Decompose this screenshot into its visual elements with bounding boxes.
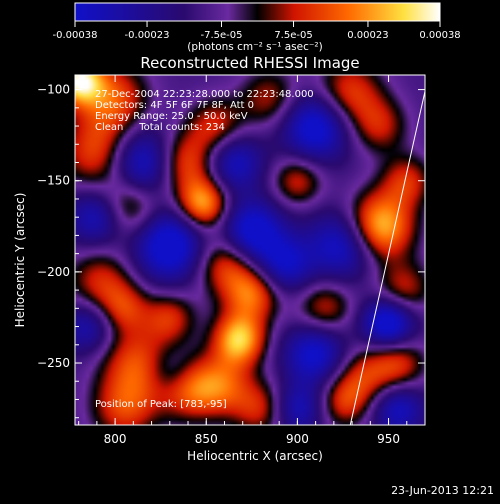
annotation-detectors: Detectors: 4F 5F 6F 7F 8F, Att 0: [95, 100, 254, 111]
annotation-energy-range: Energy Range: 25.0 - 50.0 keV: [95, 111, 248, 122]
y-tick-label: −200: [37, 265, 70, 279]
plot-area: 800 850 900 950 −100 −150 −200 −250: [37, 74, 426, 446]
colorbar-tick-label: 7.5e-05: [274, 30, 312, 41]
colorbar-tick-label: 0.00023: [347, 30, 388, 41]
annotation-block: 27-Dec-2004 22:23:28.000 to 22:23:48.000…: [95, 89, 314, 410]
colorbar-tick-label: -7.5e-05: [200, 30, 242, 41]
x-tick-label: 900: [286, 432, 309, 446]
footer-timestamp: 23-Jun-2013 12:21: [391, 484, 494, 497]
y-tick-label: −250: [37, 356, 70, 370]
x-axis-label: Heliocentric X (arcsec): [187, 449, 323, 463]
annotation-peak-position: Position of Peak: [783,-95]: [95, 399, 227, 410]
x-tick-label: 800: [104, 432, 127, 446]
colorbar-units: (photons cm⁻² s⁻¹ asec⁻²): [187, 41, 322, 53]
y-tick-label: −150: [37, 174, 70, 188]
y-tick-label: −100: [37, 83, 70, 97]
annotation-time-range: 27-Dec-2004 22:23:28.000 to 22:23:48.000: [95, 89, 314, 100]
colorbar-tick-label: -0.00023: [125, 30, 170, 41]
y-axis-label: Heliocentric Y (arcsec): [13, 193, 27, 328]
plot-frame: [74, 74, 426, 426]
colorbar-gradient: [74, 2, 441, 22]
heatmap-image: [75, 75, 425, 425]
solar-limb-line: [349, 88, 425, 425]
colorbar-ticks: -0.00038 -0.00023 -7.5e-05 7.5e-05 0.00023 0.…: [53, 21, 461, 41]
annotation-clean-counts: Clean Total counts: 234: [95, 122, 225, 133]
x-axis-ticks: 800 850 900 950: [78, 75, 426, 446]
x-tick-label: 950: [377, 432, 400, 446]
chart-title: Reconstructed RHESSI Image: [140, 54, 359, 72]
colorbar: -0.00038 -0.00023 -7.5e-05 7.5e-05 0.00023 0.…: [53, 2, 461, 53]
y-axis-ticks: −100 −150 −200 −250: [37, 83, 425, 419]
colorbar-tick-label: 0.00038: [419, 30, 460, 41]
colorbar-tick-label: -0.00038: [53, 30, 98, 41]
x-tick-label: 850: [195, 432, 218, 446]
